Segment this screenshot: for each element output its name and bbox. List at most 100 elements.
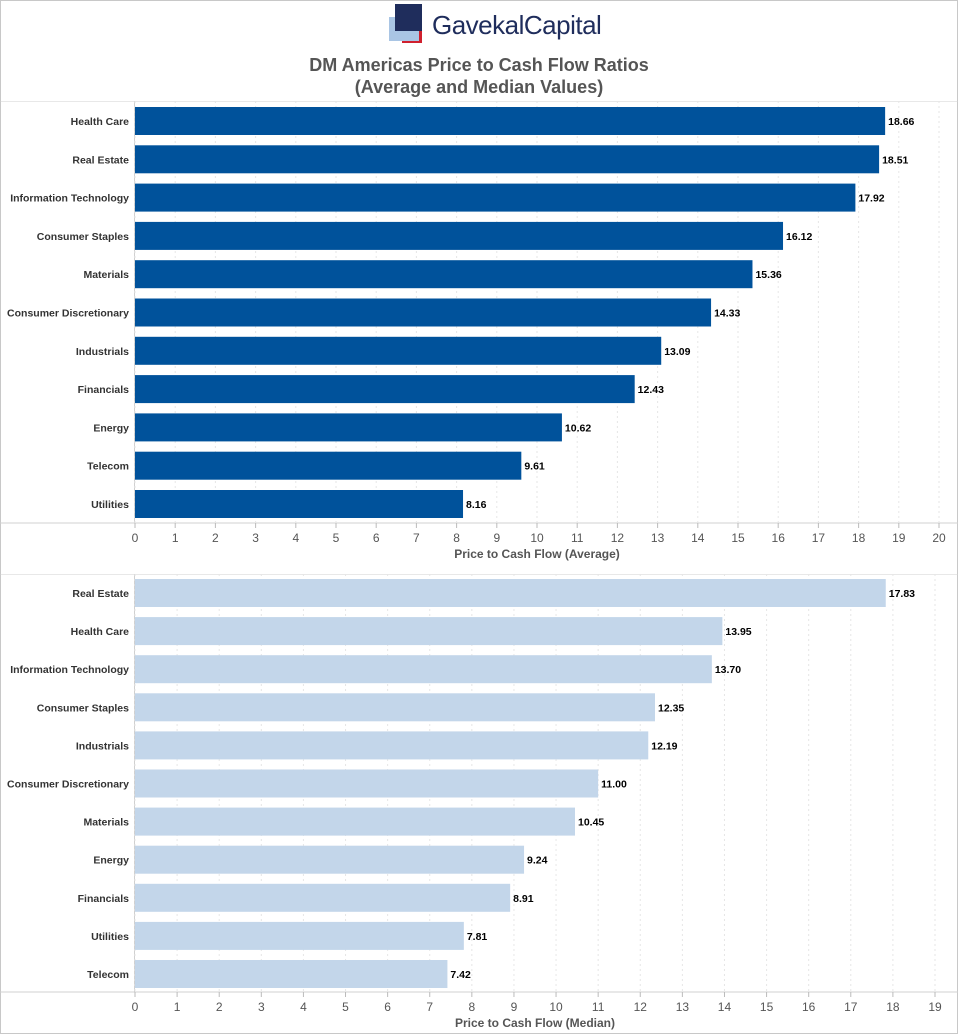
x-tick-label: 2 [212,531,219,545]
logo-text: GavekalCapital [432,10,602,40]
x-tick-label: 6 [384,1000,391,1014]
bar-value-label: 17.83 [889,588,915,600]
x-tick-label: 13 [676,1000,690,1014]
gavekal-logo: GavekalCapital [388,3,602,45]
bar-value-label: 8.91 [513,893,534,905]
category-label: Telecom [87,461,129,473]
x-tick-label: 15 [731,531,745,545]
bar [135,617,723,646]
x-tick-label: 7 [413,531,420,545]
x-tick-label: 1 [172,531,179,545]
category-label: Financials [78,384,130,396]
x-tick-label: 17 [812,531,826,545]
bar [135,451,522,480]
x-tick-label: 5 [333,531,340,545]
category-label: Real Estate [72,154,129,166]
chart-title: DM Americas Price to Cash Flow Ratios [309,55,649,75]
bar [135,221,784,250]
x-tick-label: 4 [292,531,299,545]
bar [135,298,712,327]
bar [135,693,655,722]
category-label: Information Technology [10,193,129,205]
category-label: Consumer Staples [37,231,129,243]
x-tick-label: 18 [886,1000,900,1014]
category-label: Industrials [76,346,129,358]
x-tick-label: 14 [691,531,705,545]
x-tick-label: 10 [530,531,544,545]
bar-value-label: 8.16 [466,499,487,511]
bar [135,731,649,760]
bar [135,490,464,518]
bar [135,183,856,212]
bar-value-label: 12.35 [658,702,684,714]
category-label: Materials [83,269,129,281]
bar [135,413,562,442]
x-tick-label: 12 [634,1000,648,1014]
x-tick-label: 5 [342,1000,349,1014]
x-tick-label: 9 [493,531,500,545]
category-label: Telecom [87,969,129,981]
category-label: Financials [78,893,130,905]
bar-value-label: 7.81 [467,931,488,943]
bar [135,883,511,912]
x-tick-label: 8 [468,1000,475,1014]
category-label: Materials [83,817,129,829]
x-tick-label: 3 [252,531,259,545]
x-tick-label: 11 [571,531,584,545]
x-tick-label: 4 [300,1000,307,1014]
x-tick-label: 19 [928,1000,942,1014]
x-tick-label: 8 [453,531,460,545]
category-label: Energy [93,422,129,434]
bar-value-label: 18.51 [882,154,908,166]
x-tick-label: 13 [651,531,665,545]
bar-value-label: 15.36 [755,269,781,281]
bar-value-label: 12.19 [651,740,677,752]
bar-value-label: 10.62 [565,422,591,434]
bar [135,845,525,874]
bar [135,807,575,836]
x-tick-label: 9 [511,1000,518,1014]
x-tick-label: 16 [772,531,786,545]
x-tick-label: 3 [258,1000,265,1014]
bar-value-label: 12.43 [638,384,664,396]
bar [135,375,635,404]
bar-value-label: 13.09 [664,346,690,358]
category-label: Consumer Discretionary [7,779,129,791]
category-label: Consumer Discretionary [7,308,129,320]
x-tick-label: 10 [549,1000,563,1014]
bar-value-label: 9.61 [524,461,545,473]
category-label: Health Care [71,626,130,638]
bar [135,336,662,365]
x-tick-label: 20 [932,531,946,545]
x-tick-label: 14 [718,1000,732,1014]
x-tick-label: 11 [592,1000,605,1014]
category-label: Utilities [91,931,129,943]
bar [135,769,599,798]
x-axis-title: Price to Cash Flow (Median) [455,1016,615,1030]
category-label: Consumer Staples [37,702,129,714]
bar [135,107,886,135]
bar-value-label: 14.33 [714,308,740,320]
bar-value-label: 18.66 [888,116,914,128]
category-label: Industrials [76,740,129,752]
category-label: Health Care [71,116,130,128]
bar [135,921,464,950]
bar [135,579,886,607]
chart-subtitle: (Average and Median Values) [354,77,604,97]
x-tick-label: 15 [760,1000,774,1014]
x-tick-label: 12 [611,531,625,545]
bar-value-label: 13.95 [725,626,751,638]
x-tick-label: 16 [802,1000,816,1014]
bar-value-label: 11.00 [601,779,627,791]
x-tick-label: 6 [373,531,380,545]
bar-value-label: 7.42 [450,969,471,981]
category-label: Information Technology [10,664,129,676]
bar [135,960,448,988]
x-tick-label: 0 [132,531,139,545]
logo-mark-icon [389,4,422,43]
x-tick-label: 18 [852,531,866,545]
x-tick-label: 0 [132,1000,139,1014]
x-tick-label: 7 [426,1000,433,1014]
